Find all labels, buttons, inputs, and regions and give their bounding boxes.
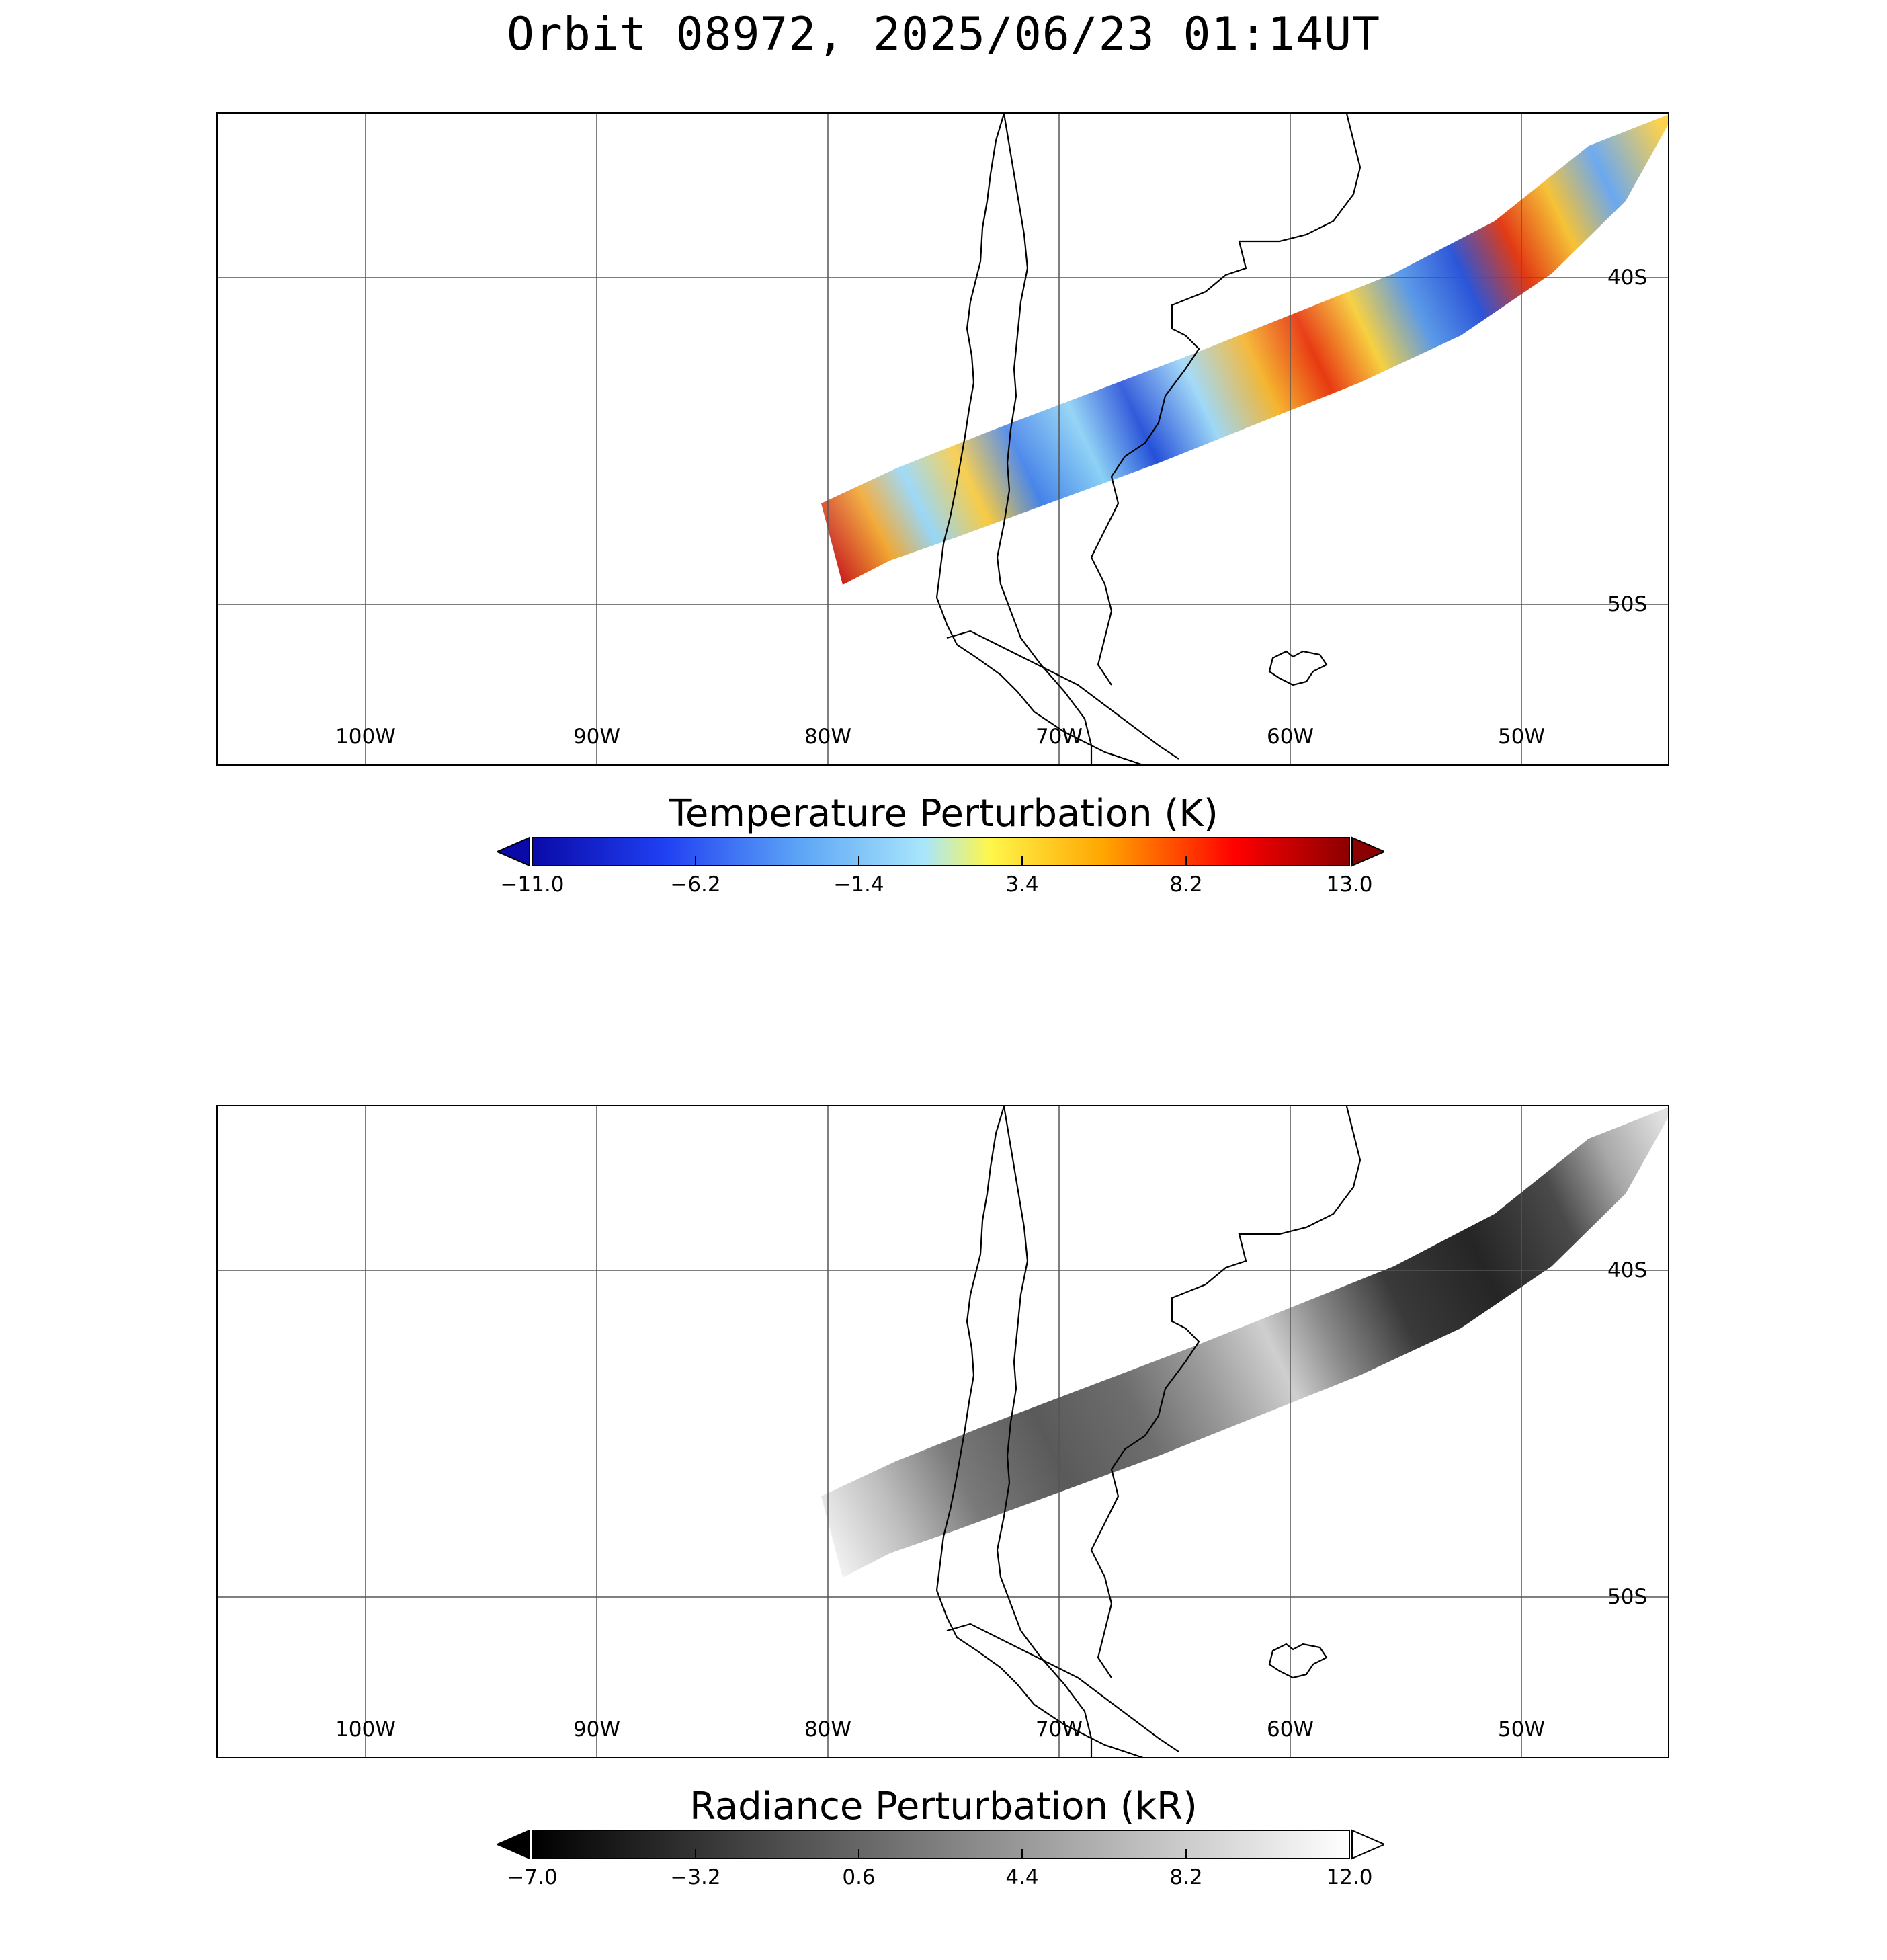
lat-label-40s: 40S (1607, 266, 1648, 290)
lon-label-80w: 80W (804, 1717, 852, 1742)
coastline (935, 1106, 1361, 1757)
lon-label-90w: 90W (573, 725, 621, 749)
radiance-map-canvas (218, 1106, 1668, 1757)
temperature-tick-label: 8.2 (1169, 872, 1203, 897)
lon-label-100w: 100W (335, 725, 396, 749)
lon-label-50w: 50W (1497, 1717, 1546, 1742)
radiance-map: 100W 90W 80W 70W 60W 50W 40S 50S (216, 1105, 1669, 1758)
coastline (935, 114, 1361, 764)
radiance-tick-label: 8.2 (1169, 1865, 1203, 1889)
temperature-colorbar-title: Temperature Perturbation (K) (669, 792, 1218, 835)
lon-label-70w: 70W (1035, 1717, 1083, 1742)
radiance-tick-label: 0.6 (842, 1865, 876, 1889)
radiance-colorbar (497, 1829, 1384, 1860)
lon-label-80w: 80W (804, 725, 852, 749)
radiance-colorbar-title: Radiance Perturbation (kR) (689, 1785, 1198, 1828)
lat-label-50s: 50S (1607, 592, 1648, 616)
radiance-swath (821, 1107, 1668, 1578)
lon-label-90w: 90W (573, 1717, 621, 1742)
temperature-map-canvas (218, 114, 1668, 764)
radiance-tick-label: −3.2 (670, 1865, 721, 1889)
lat-label-40s: 40S (1607, 1258, 1648, 1282)
lat-label-50s: 50S (1607, 1585, 1648, 1609)
figure-title: Orbit 08972, 2025/06/23 01:14UT (506, 8, 1381, 61)
graticule (218, 1106, 1668, 1757)
graticule (218, 114, 1668, 764)
colorbar-underflow-arrow (497, 1829, 530, 1860)
temperature-tick-label: 13.0 (1326, 872, 1373, 897)
radiance-tick-label: 12.0 (1326, 1865, 1373, 1889)
colorbar-underflow-arrow (497, 836, 530, 867)
colorbar-overflow-arrow (1351, 836, 1384, 867)
lon-label-60w: 60W (1266, 725, 1314, 749)
temperature-map: 100W 90W 80W 70W 60W 50W 40S 50S (216, 112, 1669, 766)
radiance-tick-label: 4.4 (1005, 1865, 1039, 1889)
colorbar-overflow-arrow (1351, 1829, 1384, 1860)
temperature-tick-label: 3.4 (1005, 872, 1039, 897)
lon-label-60w: 60W (1266, 1717, 1314, 1742)
temperature-tick-label: −1.4 (833, 872, 884, 897)
temperature-colorbar (497, 836, 1384, 867)
temperature-tick-label: −11.0 (500, 872, 564, 897)
temperature-tick-label: −6.2 (670, 872, 721, 897)
lon-label-100w: 100W (335, 1717, 396, 1742)
lon-label-50w: 50W (1497, 725, 1546, 749)
lon-label-70w: 70W (1035, 725, 1083, 749)
radiance-tick-label: −7.0 (507, 1865, 558, 1889)
